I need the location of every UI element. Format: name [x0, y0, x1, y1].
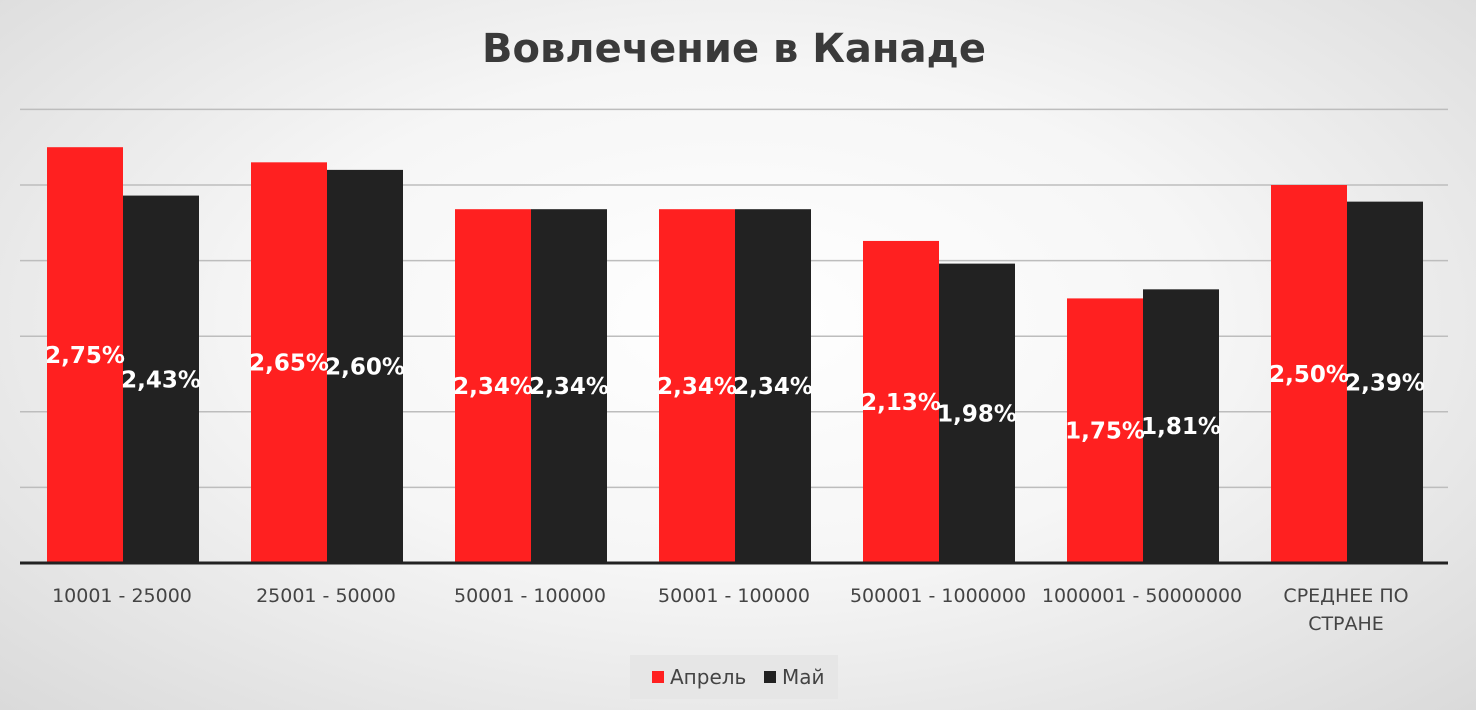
category-label: 50001 - 100000: [658, 585, 810, 607]
bar-may: [735, 209, 811, 563]
data-label: 2,13%: [861, 390, 941, 416]
category-label: 10001 - 25000: [52, 585, 192, 607]
category-label: СТРАНЕ: [1308, 613, 1384, 635]
bar-april: [1271, 185, 1347, 563]
data-label: 2,43%: [121, 367, 201, 393]
bar-may: [1347, 201, 1423, 563]
legend-swatch: [652, 671, 664, 683]
bar-april: [455, 209, 531, 563]
data-label: 2,34%: [529, 374, 609, 400]
data-label: 2,75%: [45, 343, 125, 369]
bar-april: [863, 240, 939, 563]
data-label: 1,75%: [1065, 419, 1145, 445]
bar-may: [531, 209, 607, 563]
legend-label: Май: [782, 665, 825, 689]
bar-may: [327, 169, 403, 563]
data-labels: 2,75%2,43%2,65%2,60%2,34%2,34% 2,34%2,34%…: [45, 343, 1425, 445]
category-label: СРЕДНЕЕ ПО: [1283, 585, 1408, 607]
category-label: 500001 - 1000000: [850, 585, 1026, 607]
data-label: 1,81%: [1141, 414, 1221, 440]
data-label: 2,50%: [1269, 362, 1349, 388]
legend-label: Апрель: [670, 665, 746, 689]
legend: Апрель Май: [630, 655, 838, 699]
data-label: 1,98%: [937, 401, 1017, 427]
category-label: 50001 - 100000: [454, 585, 606, 607]
bar-april: [251, 162, 327, 563]
data-label: 2,39%: [1345, 370, 1425, 396]
chart-title: Вовлечение в Канаде: [482, 26, 986, 72]
data-label: 2,65%: [249, 351, 329, 377]
bar-may: [939, 263, 1015, 563]
data-label: 2,34%: [657, 374, 737, 400]
bar-april: [1067, 298, 1143, 563]
category-label: 25001 - 50000: [256, 585, 396, 607]
bar-may: [1143, 289, 1219, 563]
data-label: 2,34%: [733, 374, 813, 400]
legend-background: [630, 655, 838, 699]
legend-swatch: [764, 671, 776, 683]
data-label: 2,34%: [453, 374, 533, 400]
bar-april: [47, 147, 123, 563]
category-labels: 10001 - 25000 25001 - 50000 50001 - 100000…: [52, 585, 1408, 635]
bar-april: [659, 209, 735, 563]
bars: [47, 147, 1423, 564]
category-label: 1000001 - 50000000: [1042, 585, 1242, 607]
bar-may: [123, 195, 199, 564]
data-label: 2,60%: [325, 354, 405, 380]
